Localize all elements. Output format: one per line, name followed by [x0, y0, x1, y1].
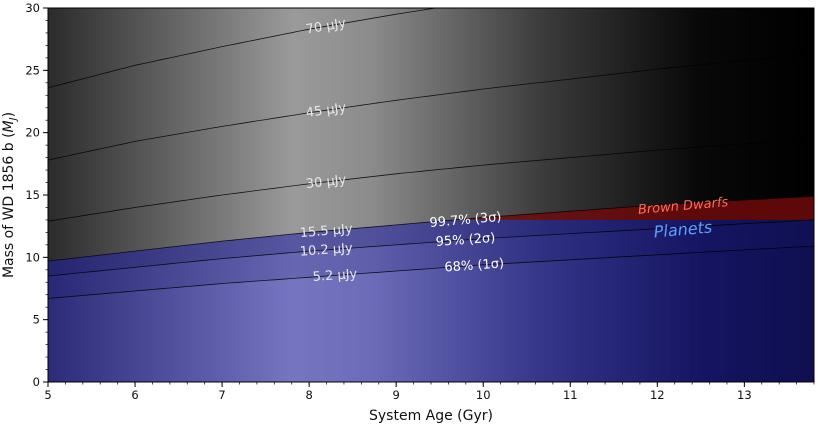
plot-area — [48, 8, 814, 382]
planet-region-fill — [48, 219, 814, 382]
x-tick-label-0: 5 — [44, 388, 51, 402]
y-axis-title: Mass of WD 1856 b (MJ) — [1, 112, 19, 278]
contour-line-1 — [48, 53, 814, 161]
contour-line-2 — [48, 138, 814, 222]
contour-line-0 — [48, 8, 439, 89]
excluded-band-1sigma — [48, 246, 814, 382]
flux-contours — [48, 8, 814, 299]
x-axis: 5 6 7 8 9 10 11 12 13 — [44, 382, 815, 402]
contour-label-3: 15.5 μJy — [299, 222, 353, 241]
contour-line-4 — [48, 219, 814, 277]
contour-label-5: 5.2 μJy — [312, 267, 358, 285]
y-tick-label-6: 30 — [25, 1, 40, 15]
contour-label-4: 10.2 μJy — [299, 241, 353, 260]
x-tick-label-5: 10 — [476, 388, 491, 402]
x-tick-label-4: 9 — [393, 388, 400, 402]
contour-label-2: 30 μJy — [305, 173, 347, 193]
x-tick-label-1: 6 — [131, 388, 138, 402]
y-tick-label-1: 5 — [33, 313, 40, 327]
y-tick-label-5: 25 — [25, 63, 40, 77]
contour-line-3 — [48, 195, 814, 262]
contour-label-1: 45 μJy — [305, 100, 347, 121]
x-tick-label-7: 12 — [650, 388, 665, 402]
x-tick-label-8: 13 — [737, 388, 752, 402]
confidence-label-1: 95% (2σ) — [435, 231, 496, 250]
contour-line-5 — [48, 245, 814, 299]
excluded-band-2sigma — [48, 219, 814, 299]
y-tick-label-4: 20 — [25, 126, 40, 140]
confidence-label-2: 68% (1σ) — [444, 256, 505, 275]
y-tick-label-3: 15 — [25, 188, 40, 202]
y-tick-label-0: 0 — [33, 375, 40, 389]
confidence-label-0: 99.7% (3σ) — [429, 210, 502, 231]
x-axis-title: System Age (Gyr) — [369, 408, 493, 424]
x-tick-label-2: 7 — [218, 388, 225, 402]
y-axis: 0 5 10 15 20 25 30 — [25, 1, 48, 389]
x-tick-label-6: 11 — [563, 388, 578, 402]
x-tick-label-3: 8 — [305, 388, 312, 402]
brown-dwarf-band — [48, 196, 814, 220]
contour-label-0: 70 μJy — [305, 16, 348, 38]
y-tick-label-2: 10 — [25, 250, 40, 264]
excluded-band-3sigma — [48, 219, 814, 276]
